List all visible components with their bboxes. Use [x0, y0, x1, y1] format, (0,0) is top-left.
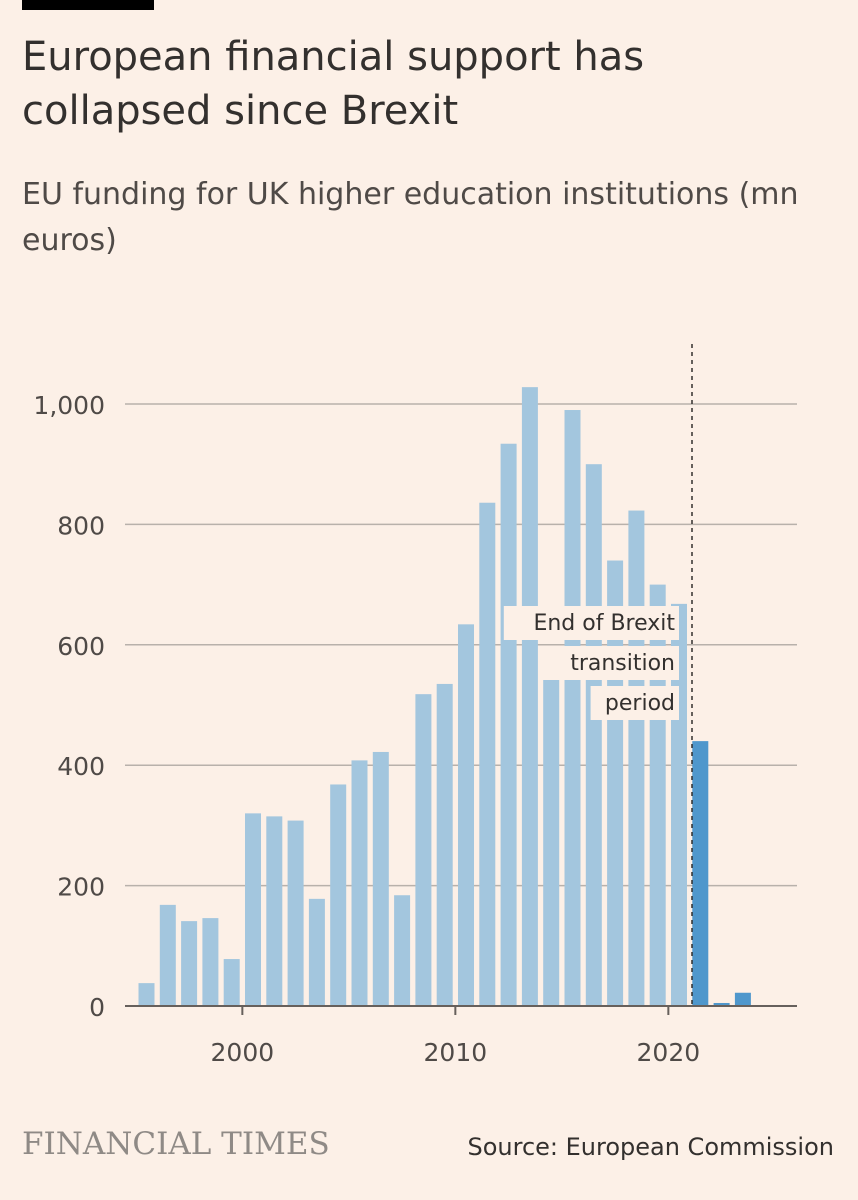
bar-2010 [458, 624, 474, 1006]
x-tick-label: 2010 [424, 1038, 488, 1067]
brexit-annotation-label: End of Brexit [533, 611, 675, 636]
bar-2015 [564, 410, 581, 1006]
chart-subtitle: EU funding for UK higher education insti… [22, 177, 799, 258]
brexit-annotation-label: period [605, 691, 675, 716]
bar-2001 [266, 816, 283, 1006]
y-tick-label: 400 [57, 752, 105, 781]
bar-2011 [479, 502, 496, 1006]
annotation-halo [590, 686, 679, 720]
bar-2006 [372, 751, 389, 1006]
bar-2014 [543, 664, 560, 1006]
bar-chart: 0 200 400 600 800 1,000 2000 2010 2020 End of Bre… [33, 344, 797, 1067]
bar-2016 [585, 464, 602, 1006]
bar-2002 [287, 820, 304, 1006]
bar-2000 [245, 813, 261, 1006]
bar-2003 [308, 898, 325, 1006]
bar-1997 [181, 921, 198, 1006]
bar-1995 [138, 983, 155, 1006]
bar-2007 [394, 895, 411, 1006]
x-tick-label: 2000 [211, 1038, 275, 1067]
annotation-halo [541, 646, 679, 680]
bar-2004 [330, 784, 347, 1006]
brexit-annotation-label: transition [570, 651, 675, 676]
bar-2018 [628, 510, 645, 1006]
source-note: Source: European Commission [467, 1133, 834, 1161]
bar-2022 [713, 1002, 730, 1006]
y-tick-label: 200 [57, 873, 105, 902]
y-tick-label: 1,000 [33, 391, 105, 420]
bar-2008 [415, 694, 432, 1006]
y-tick-label: 800 [57, 511, 105, 540]
bar-2013 [521, 387, 538, 1006]
bar-1998 [202, 918, 219, 1006]
bar-2009 [436, 683, 453, 1006]
financial-times-logo: FINANCIAL TIMES [22, 1126, 330, 1162]
y-tick-label: 600 [57, 632, 105, 661]
annotation-halo [503, 606, 679, 640]
bar-1999 [223, 959, 240, 1006]
x-tick-label: 2020 [637, 1038, 701, 1067]
chart-title: European financial support has collapsed… [22, 34, 645, 134]
bar-2005 [351, 760, 368, 1006]
bar-2021 [692, 741, 709, 1006]
bar-2023 [734, 992, 751, 1006]
bar-2012 [500, 443, 517, 1006]
y-tick-label: 0 [89, 993, 105, 1022]
ft-top-bar [22, 0, 154, 10]
bar-1996 [159, 904, 176, 1006]
